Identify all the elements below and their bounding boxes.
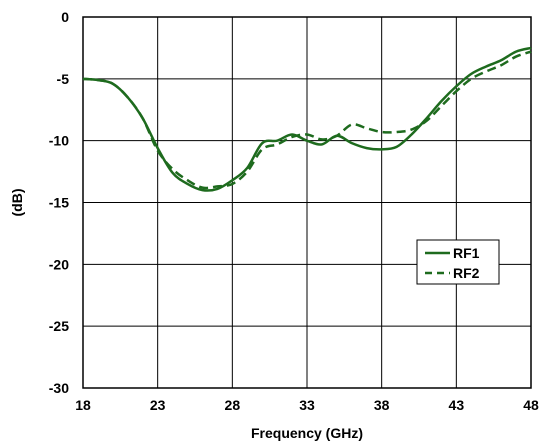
x-tick-label: 18	[75, 397, 91, 413]
x-tick-label: 48	[523, 397, 539, 413]
x-tick-label: 28	[225, 397, 241, 413]
x-tick-label: 43	[449, 397, 465, 413]
legend-label-rf1: RF1	[453, 245, 480, 261]
y-tick-labels: 0 -5 -10 -15 -20 -25 -30	[49, 9, 69, 396]
series-line-rf2	[82, 50, 532, 190]
x-tick-label: 23	[150, 397, 166, 413]
legend: RF1 RF2	[416, 239, 500, 285]
y-axis-label: (dB)	[9, 189, 25, 217]
legend-box	[416, 239, 500, 285]
x-axis-label: Frequency (GHz)	[251, 425, 363, 441]
grid	[82, 16, 532, 389]
x-tick-label: 33	[299, 397, 315, 413]
y-tick-label: -10	[49, 133, 69, 149]
y-tick-label: -20	[49, 256, 69, 272]
y-tick-label: -25	[49, 318, 69, 334]
y-tick-label: -15	[49, 195, 69, 211]
series-layer	[82, 46, 532, 192]
x-tick-label: 38	[374, 397, 390, 413]
y-tick-label: -30	[49, 380, 69, 396]
plot-frame	[82, 16, 532, 389]
legend-label-rf2: RF2	[453, 265, 480, 281]
series-line-rf1	[82, 46, 532, 192]
x-tick-labels: 18 23 28 33 38 43 48	[75, 397, 539, 413]
y-tick-label: 0	[61, 9, 69, 25]
y-tick-label: -5	[57, 71, 70, 87]
